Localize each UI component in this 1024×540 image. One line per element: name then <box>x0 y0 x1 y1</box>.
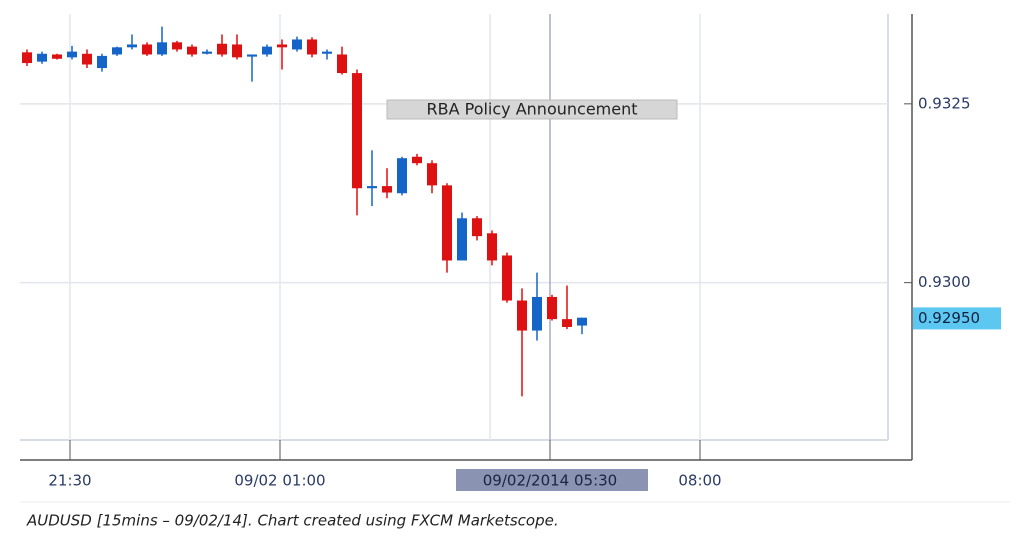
candle-body <box>172 42 182 50</box>
plot-area <box>20 14 888 440</box>
y-tick-label: 0.9300 <box>918 273 971 291</box>
candle-body <box>82 53 92 65</box>
candle-body <box>187 46 197 55</box>
candle-body <box>577 317 587 326</box>
annotation: RBA Policy Announcement <box>426 100 637 119</box>
crosshair-label-box <box>456 469 648 491</box>
candle-body <box>352 73 362 189</box>
candle-body <box>427 163 437 186</box>
candle-body <box>547 296 557 320</box>
candle-body <box>502 255 512 301</box>
candle-body <box>37 53 47 62</box>
candle-body <box>127 44 137 48</box>
candle-body <box>517 300 527 331</box>
candle-body <box>22 52 32 64</box>
candle-body <box>262 46 272 55</box>
annotation-box <box>386 99 678 120</box>
x-tick-label: 09/02/2014 05:30 <box>483 472 617 490</box>
candle-body <box>337 54 347 74</box>
candle-body <box>382 186 392 193</box>
candle-body <box>397 158 407 194</box>
candle-body <box>442 185 452 261</box>
candle-body <box>412 156 422 164</box>
candle-body <box>247 54 257 57</box>
candle-body <box>142 44 152 55</box>
candle-body <box>67 51 77 58</box>
candle-body <box>322 51 332 54</box>
price-marker <box>913 307 1001 330</box>
y-tick-label: 0.9325 <box>918 94 971 112</box>
candle-body <box>217 43 227 55</box>
candle-body <box>292 39 302 50</box>
candle-body <box>232 44 242 58</box>
x-tick-label: 09/02 01:00 <box>234 472 325 490</box>
x-tick-label: 08:00 <box>678 472 721 490</box>
price-marker-label: 0.92950 <box>918 309 980 327</box>
candle-body <box>472 218 482 237</box>
candle-body <box>277 44 287 48</box>
candle-body <box>457 218 467 261</box>
candle-body <box>97 55 107 69</box>
candle-body <box>532 296 542 331</box>
x-tick-label: 21:30 <box>48 472 91 490</box>
candle-body <box>202 51 212 54</box>
candle-body <box>367 186 377 189</box>
caption: AUDUSD [15mins – 09/02/14]. Chart create… <box>26 512 559 530</box>
candle-body <box>562 319 572 327</box>
candle-body <box>112 47 122 55</box>
candle-body <box>157 42 167 55</box>
candle-body <box>307 39 317 55</box>
candle-body <box>52 54 62 59</box>
candle-body <box>487 233 497 261</box>
